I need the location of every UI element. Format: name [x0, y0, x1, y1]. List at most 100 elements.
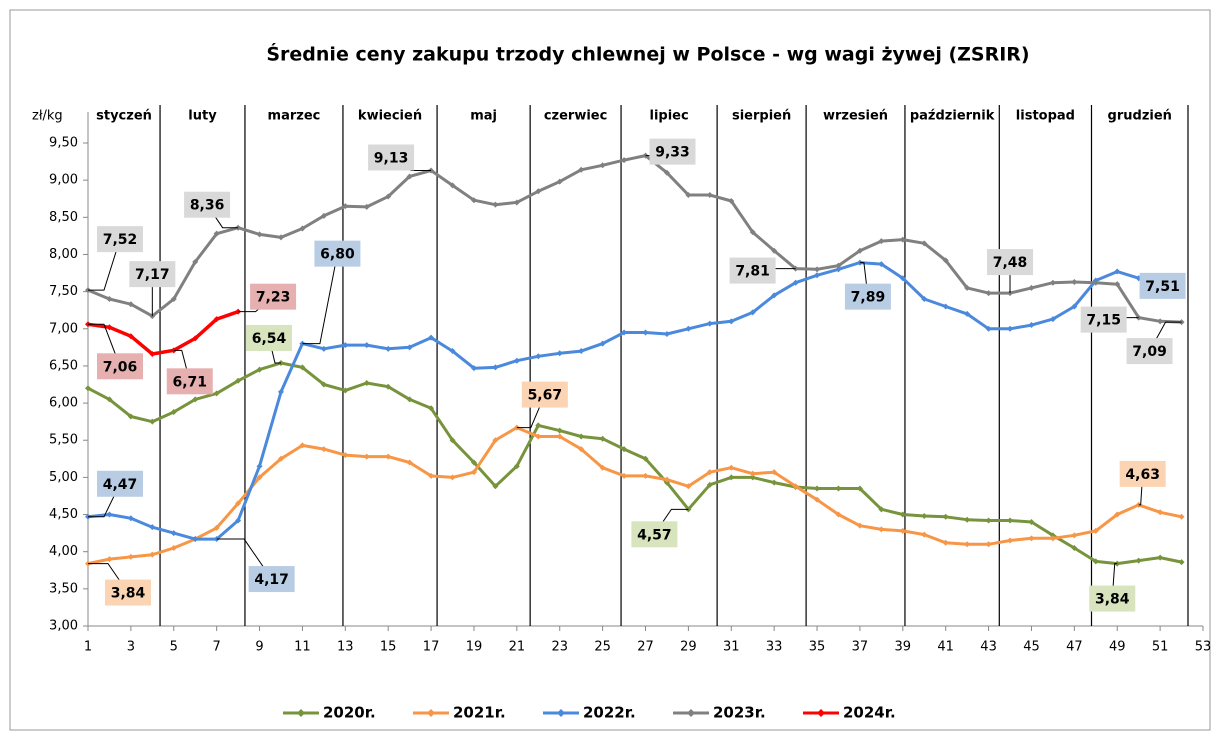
point-marker [149, 351, 156, 358]
point-marker [1178, 559, 1185, 566]
value-label: 3,84 [1095, 592, 1130, 608]
legend-label: 2023r. [713, 704, 766, 722]
value-label-box [1080, 306, 1127, 333]
point-marker [385, 345, 392, 352]
legend-marker [427, 709, 435, 717]
x-tick-label: 1 [84, 640, 92, 655]
point-marker [492, 483, 499, 490]
point-marker [771, 469, 778, 476]
legend-label: 2020r. [323, 704, 376, 722]
value-label: 5,67 [528, 388, 563, 404]
point-marker [406, 173, 413, 180]
point-marker [149, 551, 156, 558]
point-marker [663, 476, 670, 483]
point-marker [728, 464, 735, 471]
month-label: październik [910, 109, 995, 124]
point-marker [899, 275, 906, 282]
x-tick-label: 51 [1152, 640, 1169, 655]
leader-line [216, 538, 273, 580]
point-marker [942, 303, 949, 310]
point-marker [535, 433, 542, 440]
point-marker [578, 446, 585, 453]
y-tick-label: 7,50 [49, 284, 78, 299]
point-marker [642, 329, 649, 336]
point-marker [706, 481, 713, 488]
y-tick-label: 6,00 [49, 396, 78, 411]
value-label: 7,23 [256, 290, 291, 306]
point-marker [985, 541, 992, 548]
point-marker [1007, 517, 1014, 524]
point-marker [599, 340, 606, 347]
point-marker [814, 485, 821, 492]
point-marker [985, 290, 992, 297]
x-tick-label: 39 [895, 640, 912, 655]
y-tick-label: 7,00 [49, 321, 78, 336]
point-marker [256, 231, 263, 238]
legend-marker [687, 709, 695, 717]
point-marker [127, 413, 134, 420]
point-marker [256, 474, 263, 481]
point-marker [492, 364, 499, 371]
point-marker [1114, 511, 1121, 518]
point-marker [363, 453, 370, 460]
point-marker [1092, 558, 1099, 565]
point-marker [192, 335, 199, 342]
value-label-box [368, 144, 415, 171]
point-marker [921, 531, 928, 538]
legend-label: 2021r. [453, 704, 506, 722]
point-marker [235, 377, 242, 384]
x-tick-label: 45 [1023, 640, 1040, 655]
point-marker [106, 511, 113, 518]
point-marker [878, 261, 885, 268]
point-marker [363, 203, 370, 210]
series-line [87, 154, 1182, 324]
point-marker [1071, 303, 1078, 310]
legend-label: 2024r. [843, 704, 896, 722]
point-marker [728, 197, 735, 204]
point-marker [127, 333, 134, 340]
point-marker [921, 296, 928, 303]
point-marker [749, 309, 756, 316]
point-marker [470, 459, 477, 466]
point-marker [856, 522, 863, 529]
month-label: marzec [268, 109, 321, 124]
point-marker [599, 435, 606, 442]
point-marker [449, 348, 456, 355]
x-tick-label: 37 [852, 640, 869, 655]
point-marker [1049, 316, 1056, 323]
x-tick-label: 47 [1066, 640, 1083, 655]
value-label: 4,57 [637, 527, 672, 543]
point-marker [363, 342, 370, 349]
value-label: 7,17 [135, 267, 170, 283]
point-marker [749, 470, 756, 477]
point-marker [470, 469, 477, 476]
point-marker [299, 225, 306, 232]
x-tick-label: 25 [594, 640, 611, 655]
point-marker [835, 485, 842, 492]
y-tick-label: 3,50 [49, 581, 78, 596]
leader-line [88, 238, 121, 291]
y-tick-label: 3,00 [49, 619, 78, 634]
point-marker [835, 511, 842, 518]
value-label: 6,80 [320, 247, 355, 263]
point-marker [685, 483, 692, 490]
y-tick-label: 5,00 [49, 470, 78, 485]
value-label: 4,63 [1125, 467, 1160, 483]
series-line [87, 426, 1182, 566]
point-marker [1028, 518, 1035, 525]
chart-title: Średnie ceny zakupu trzody chlewnej w Po… [266, 42, 1029, 66]
point-marker [771, 292, 778, 299]
point-marker [1049, 279, 1056, 286]
month-label: styczeń [96, 109, 152, 124]
value-label-box [245, 324, 292, 351]
point-marker [899, 236, 906, 243]
point-marker [556, 433, 563, 440]
point-marker [1028, 284, 1035, 291]
point-marker [749, 229, 756, 236]
point-marker [642, 455, 649, 462]
x-tick-label: 3 [127, 640, 135, 655]
value-label: 7,89 [851, 290, 886, 306]
y-tick-label: 5,50 [49, 433, 78, 448]
legend-marker [297, 709, 305, 717]
value-label-box [314, 240, 361, 267]
